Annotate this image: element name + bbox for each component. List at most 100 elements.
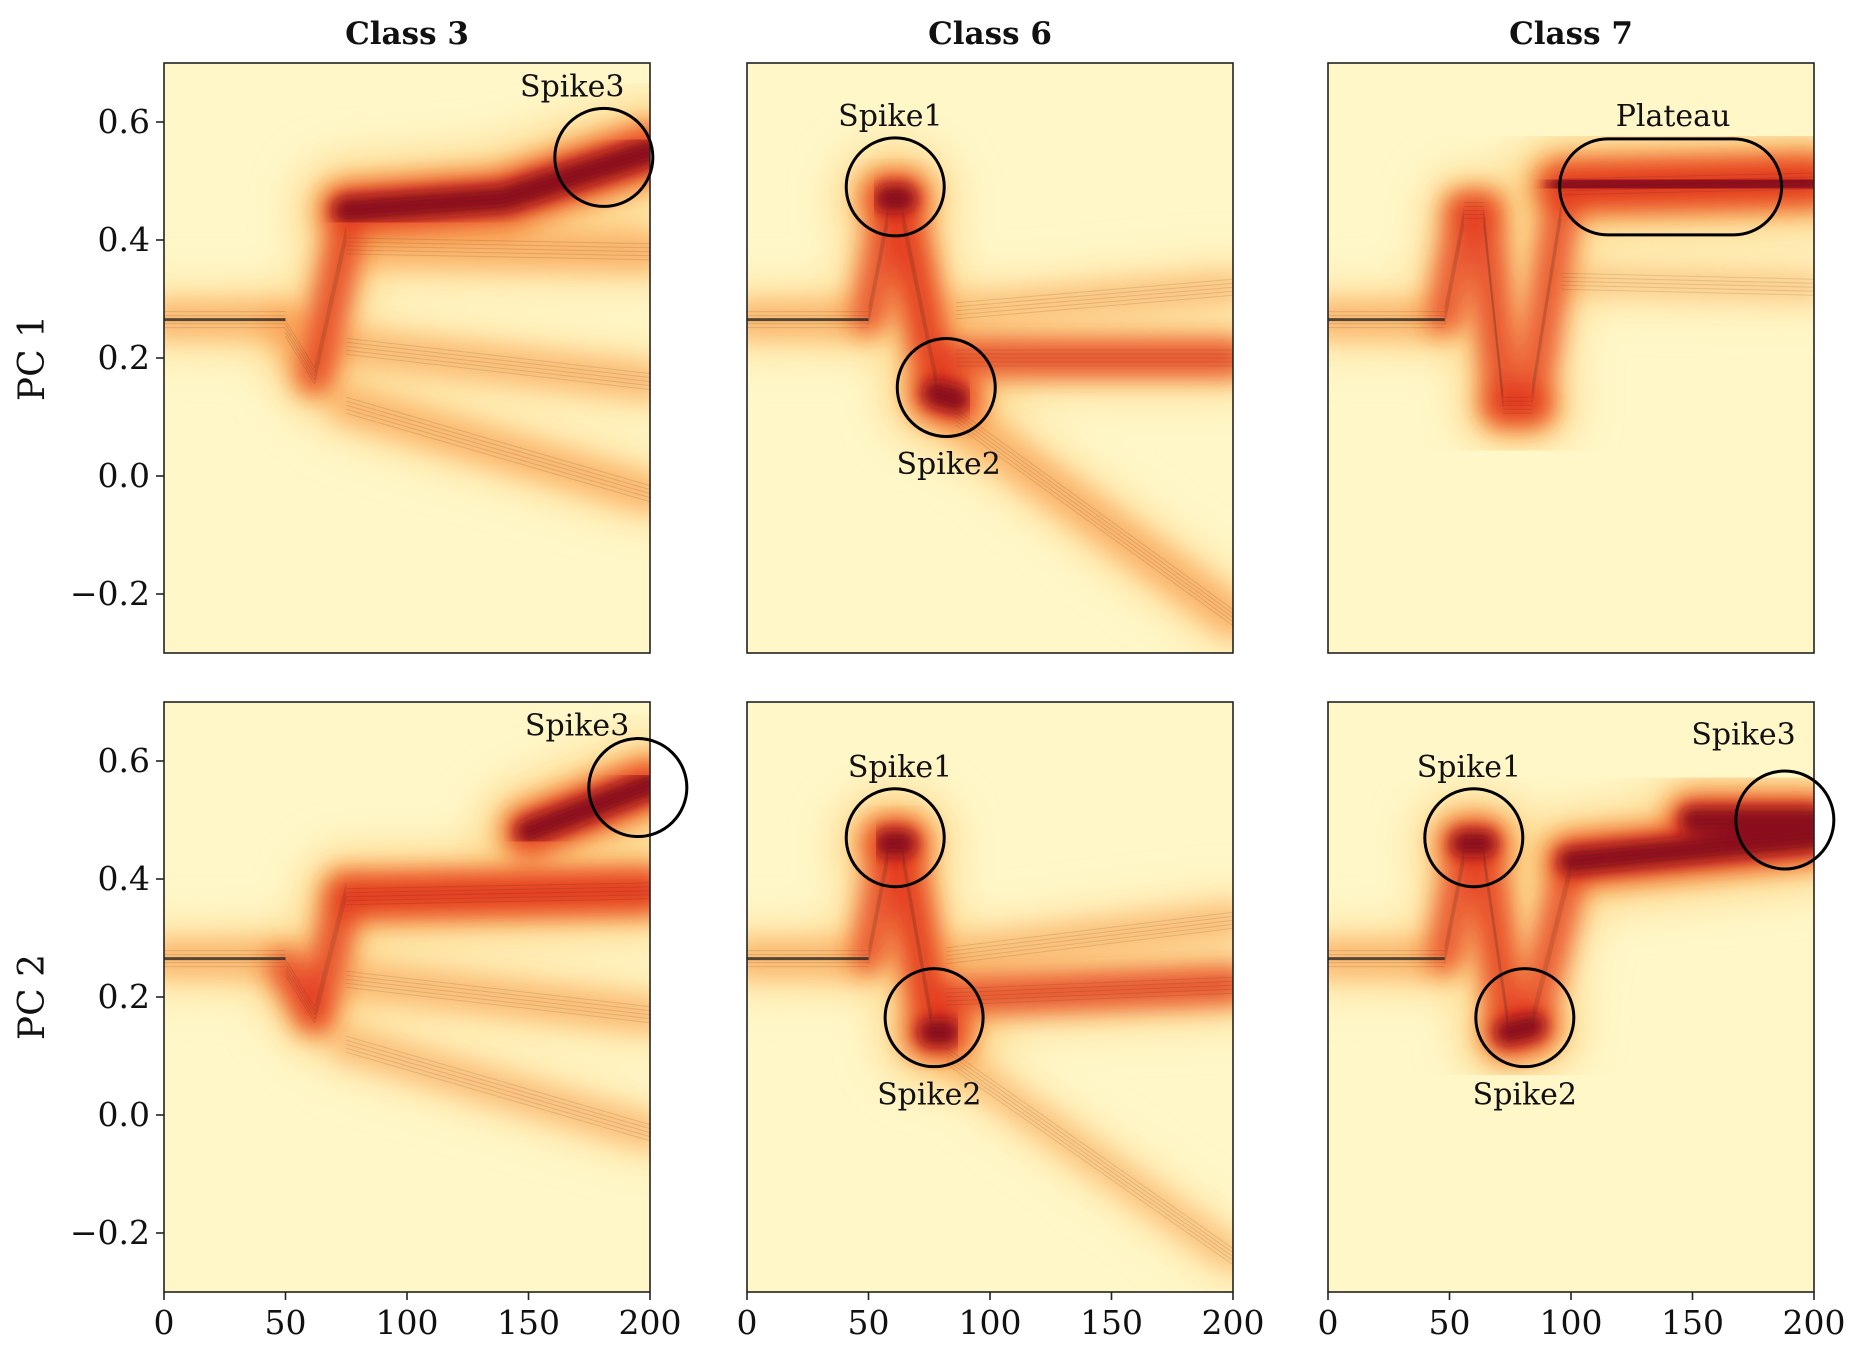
trajectory-line [1444,847,1465,948]
trajectory-line [1531,218,1562,402]
spike1-circle [844,787,946,889]
density-segment [1517,852,1586,1036]
trajectory-line [504,159,650,208]
density-segment [332,184,518,225]
column-title-3: Class 7 [1509,16,1633,52]
trajectory-line [346,400,650,491]
column-title-1: Class 3 [345,16,469,52]
trajectory-line [1483,212,1504,396]
y-tick-label: 0.0 [98,1095,150,1134]
trajectory-line [1444,208,1465,309]
trajectory-line [936,396,957,404]
trajectory-line [346,190,505,203]
trajectory-line [504,143,650,192]
spike3-label: Spike3 [525,709,629,744]
trajectory-line [902,859,933,1025]
trajectory-line [955,286,1233,312]
y-tick-label: 0.6 [98,741,150,780]
density-segment [327,872,650,916]
density-segment [490,137,650,213]
trajectory-line [528,788,650,837]
density-segment [1467,839,1524,1037]
trajectory-line [1531,210,1562,394]
trajectory-line [1483,208,1504,392]
trajectory-line [955,424,1233,627]
trajectory-line [955,412,1233,615]
trajectory-line [346,982,650,1020]
x-tick-label: 150 [1661,1303,1724,1342]
trajectory-line [1444,855,1465,956]
trajectory-line [1561,280,1814,288]
spike3-circle [553,106,655,208]
density-pass-4 [873,829,961,1047]
density-segment [328,327,650,400]
trajectory-line [946,988,1233,1002]
trajectory-line [946,911,1233,949]
trajectory-line [314,886,347,1011]
trajectory-line [346,206,505,219]
panel-pc1-class6: Spike1 Spike2 [746,62,1234,654]
spike1-label: Spike1 [1417,750,1521,785]
trajectory-line [902,224,938,390]
trajectory-line [346,396,650,487]
plateau-outline [1558,137,1784,237]
trajectory-line [868,216,889,317]
y-tick-label: 0.2 [98,977,150,1016]
density-segment [1468,201,1519,415]
trajectory-line [1444,851,1465,952]
trajectory-line [504,147,650,196]
trajectory-line [1483,855,1509,1021]
trajectory-line [346,974,650,1012]
trajectory-line [946,976,1233,990]
spike1-circle [844,136,946,238]
trajectory-line [1483,224,1504,408]
density-segment [1430,840,1479,971]
trajectory-line [346,404,650,495]
density-segment [930,969,1233,1013]
x-tick-label: 100 [376,1303,439,1342]
trajectory-line [346,412,650,503]
trajectory-line [314,890,347,1015]
x-tick-label: 200 [1202,1303,1265,1342]
trajectory-line [955,416,1233,619]
trajectory-line [346,882,650,890]
trajectory-line [1483,859,1509,1025]
trajectory-line [946,927,1233,965]
spike1-label: Spike1 [848,750,952,785]
trajectory-line [945,1047,1233,1250]
trajectory-line [868,855,889,956]
trajectory-line [868,220,889,321]
trajectory-line [1531,202,1562,386]
trajectory-line [346,245,650,253]
trajectory-line [1570,845,1814,870]
density-pass-4 [873,184,971,414]
trajectory-line [346,1043,650,1134]
trajectory-line [868,859,889,960]
panel-pc1-class3: −0.2 0.0 0.2 0.4 0.6 Spike3 [70,62,655,654]
trajectory-line [1531,214,1562,398]
trajectory-line [346,1035,650,1126]
trajectory-line [1561,172,1814,180]
trajectory-line [314,241,347,384]
density-pass-4 [515,771,650,846]
trajectory-lines [164,776,650,1142]
x-tick-label: 0 [737,1303,758,1342]
trajectory-line [1570,833,1814,858]
trajectory-line [868,208,889,309]
trajectory-line [945,1051,1233,1254]
trajectory-line [1483,851,1509,1017]
density-segment [327,386,650,513]
density-segment [1547,166,1814,202]
x-tick-label: 100 [1540,1303,1603,1342]
trajectory-line [1561,184,1814,192]
x-tick-label: 150 [1080,1303,1143,1342]
density-segment [515,771,650,846]
density-segment [328,1026,650,1150]
density-layer [1328,772,1814,1082]
panel-frame [1327,62,1815,654]
trajectory-line [346,1051,650,1142]
trajectory-line [346,1039,650,1130]
trajectory-line [955,278,1233,304]
trajectory-line [314,225,347,368]
